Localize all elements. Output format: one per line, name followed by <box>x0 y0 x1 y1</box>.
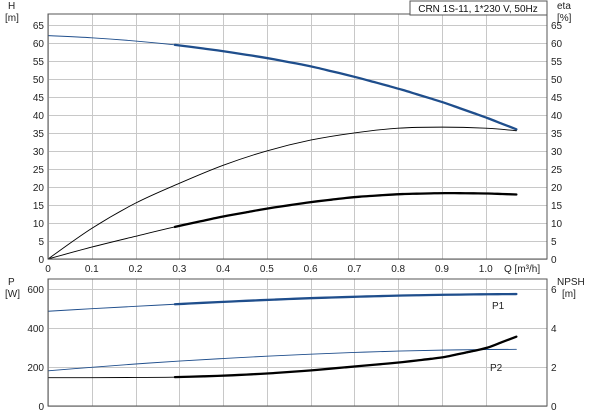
top-left-tick-label: 15 <box>33 201 45 212</box>
series-operating-range-p1 <box>173 292 518 306</box>
top-right-tick-label: 5 <box>551 237 557 248</box>
top-right-tick-label: 20 <box>551 183 563 194</box>
top-left-tick-label: 5 <box>38 237 44 248</box>
bottom-left-axis-unit: [W] <box>5 289 20 300</box>
top-right-tick-label: 45 <box>551 93 563 104</box>
series-operating-range-npsh <box>173 335 518 379</box>
top-left-tick-label: 25 <box>33 165 45 176</box>
series-line-p1 <box>47 293 517 312</box>
x-tick-label: 0.3 <box>172 264 186 275</box>
top-left-tick-label: 0 <box>38 255 44 266</box>
bottom-right-axis-label: NPSH <box>557 277 585 288</box>
bottom-panel-frame <box>47 278 548 407</box>
series-line-eta-thick <box>47 192 517 260</box>
top-left-axis-unit: [m] <box>5 13 19 24</box>
top-right-tick-label: 25 <box>551 165 563 176</box>
series-operating-range-eta-thick <box>173 191 518 229</box>
series-label-p2: P2 <box>490 363 503 374</box>
x-tick-label: 0.7 <box>347 264 361 275</box>
x-tick-label: 0.5 <box>260 264 274 275</box>
x-tick-label: 0.2 <box>129 264 143 275</box>
bottom-right-tick-label: 0 <box>551 402 557 413</box>
title-box: CRN 1S-11, 1*230 V, 50Hz <box>409 0 548 16</box>
top-right-axis-unit: [%] <box>557 13 572 24</box>
top-right-tick-label: 15 <box>551 201 563 212</box>
top-left-axis-label: H <box>8 1 15 12</box>
top-right-tick-label: 35 <box>551 129 563 140</box>
top-panel-grid <box>48 14 547 260</box>
top-right-tick-label: 40 <box>551 111 563 122</box>
top-right-tick-label: 10 <box>551 219 563 230</box>
x-tick-label: 0.4 <box>216 264 230 275</box>
x-tick-label: 0.6 <box>304 264 318 275</box>
top-left-tick-label: 40 <box>33 111 45 122</box>
title-box-frame <box>409 0 548 16</box>
top-left-tick-label: 55 <box>33 57 45 68</box>
bottom-left-tick-label: 200 <box>27 363 44 374</box>
series-operating-range-h <box>173 43 518 131</box>
top-right-tick-label: 0 <box>551 255 557 266</box>
x-tick-label: 0 <box>45 264 51 275</box>
top-left-tick-label: 65 <box>33 21 45 32</box>
top-right-tick-label: 60 <box>551 39 563 50</box>
bottom-right-axis-unit: [m] <box>562 289 576 300</box>
series-layer <box>47 35 518 379</box>
tick-label-layer: 0510152025303540455055606505101520253035… <box>27 21 562 413</box>
x-tick-label: 0.1 <box>85 264 99 275</box>
top-left-tick-label: 35 <box>33 129 45 140</box>
top-right-axis-label: eta <box>557 1 571 12</box>
top-left-tick-label: 30 <box>33 147 45 158</box>
top-left-tick-label: 50 <box>33 75 45 86</box>
top-left-tick-label: 10 <box>33 219 45 230</box>
bottom-left-tick-label: 600 <box>27 285 44 296</box>
top-left-tick-label: 60 <box>33 39 45 50</box>
top-right-tick-label: 65 <box>551 21 563 32</box>
x-axis-label: Q [m³/h] <box>504 264 540 275</box>
bottom-left-axis-label: P <box>8 277 15 288</box>
bottom-right-tick-label: 4 <box>551 324 557 335</box>
chart-title: CRN 1S-11, 1*230 V, 50Hz <box>418 4 538 15</box>
series-line-p2 <box>47 348 517 372</box>
bottom-right-tick-label: 2 <box>551 363 557 374</box>
x-tick-label: 0.9 <box>435 264 449 275</box>
series-label-p1: P1 <box>492 301 505 312</box>
top-left-tick-label: 20 <box>33 183 45 194</box>
bottom-left-tick-label: 400 <box>27 324 44 335</box>
top-left-tick-label: 45 <box>33 93 45 104</box>
bottom-left-tick-label: 0 <box>38 402 44 413</box>
top-right-tick-label: 50 <box>551 75 563 86</box>
x-tick-label: 0.8 <box>391 264 405 275</box>
series-line-eta <box>47 126 517 260</box>
top-right-tick-label: 30 <box>551 147 563 158</box>
top-right-tick-label: 55 <box>551 57 563 68</box>
top-panel-frame <box>47 13 548 260</box>
bottom-right-tick-label: 6 <box>551 285 557 296</box>
x-tick-label: 1.0 <box>479 264 493 275</box>
